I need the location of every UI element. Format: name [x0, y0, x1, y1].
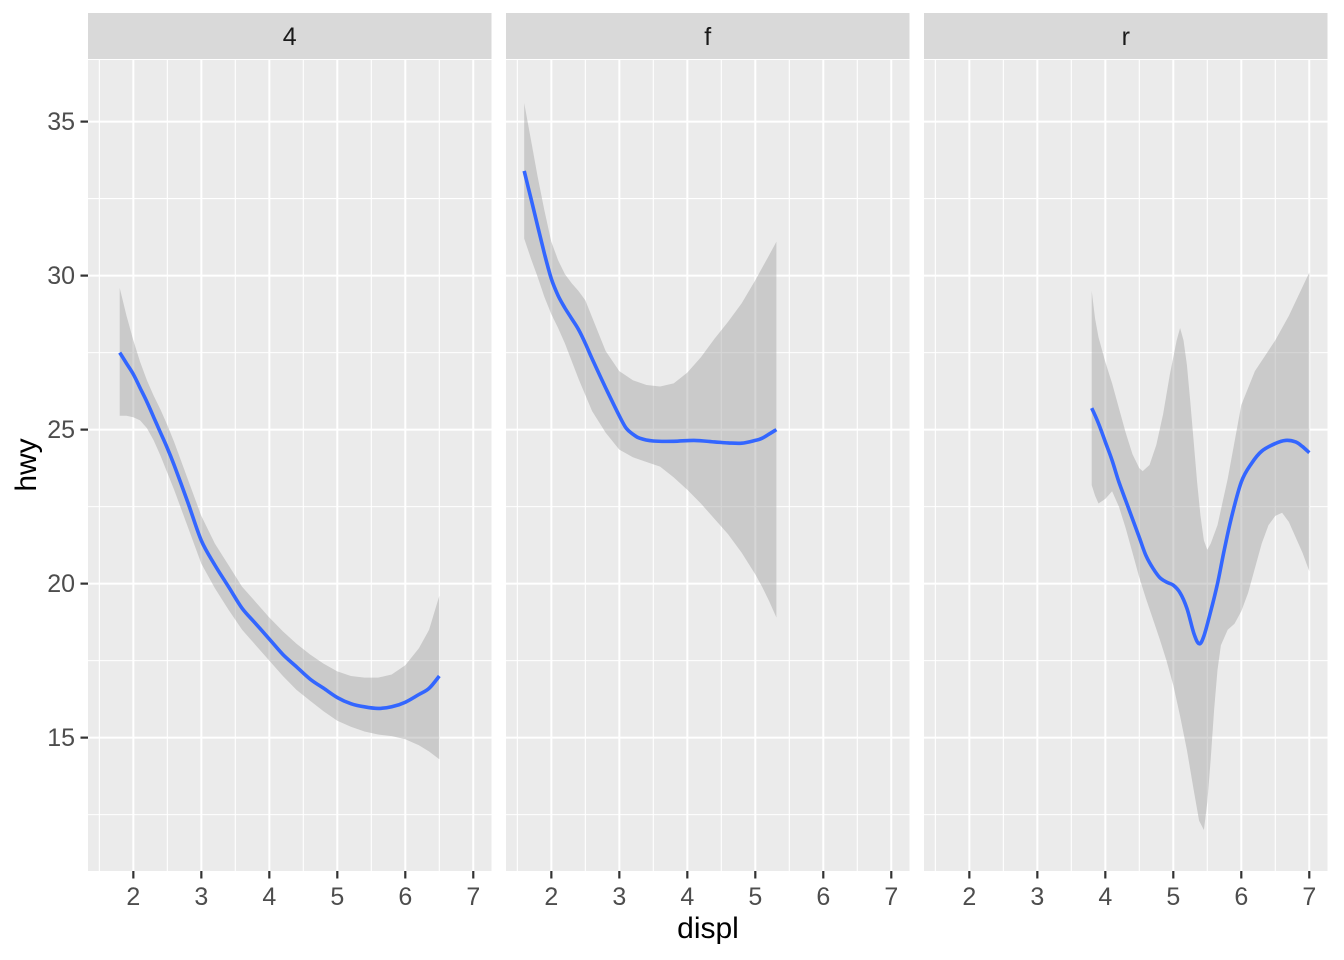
panel-background	[506, 60, 910, 871]
facet-strip	[88, 13, 492, 59]
y-tick-label: 35	[47, 108, 75, 136]
facet-strip-label: f	[704, 23, 711, 51]
x-tick-label: 5	[330, 883, 344, 911]
smooth-line	[118, 351, 441, 711]
facet-strip-label: 4	[283, 23, 297, 51]
panel-gridlines	[924, 60, 1328, 871]
x-tick-label: 2	[544, 883, 558, 911]
y-tick-label: 15	[47, 724, 75, 752]
facet-panel-f: f 2 3 4 5 6 7	[506, 13, 910, 911]
x-tick-label: 6	[1234, 883, 1248, 911]
panel-data-layer	[1090, 272, 1311, 830]
x-tick-label: 4	[262, 883, 276, 911]
panel-background	[88, 60, 492, 871]
smooth-line	[522, 170, 778, 446]
y-axis-title: hwy	[10, 438, 43, 492]
panel-data-layer	[522, 103, 778, 618]
y-tick-label: 20	[47, 570, 75, 598]
smooth-line	[1090, 407, 1311, 646]
confidence-ribbon	[1091, 272, 1310, 830]
panel-gridlines	[88, 60, 492, 871]
confidence-ribbon	[524, 103, 777, 618]
x-tick-label: 4	[680, 883, 694, 911]
x-tick-label: 2	[962, 883, 976, 911]
x-tick-label: 7	[466, 883, 480, 911]
panel-background	[924, 60, 1328, 871]
confidence-ribbon	[119, 287, 440, 760]
y-tick-label: 30	[47, 262, 75, 290]
x-tick-label: 7	[1302, 883, 1316, 911]
x-tick-label: 6	[816, 883, 830, 911]
x-tick-label: 6	[398, 883, 412, 911]
facet-strip	[924, 13, 1328, 59]
facet-strip-label: r	[1122, 23, 1130, 51]
x-tick-label: 5	[748, 883, 762, 911]
facet-strip	[506, 13, 910, 59]
x-tick-label: 3	[612, 883, 626, 911]
y-tick-label: 25	[47, 416, 75, 444]
x-axis-title: displ	[677, 912, 739, 945]
panel-data-layer	[118, 287, 441, 760]
x-tick-label: 3	[194, 883, 208, 911]
x-tick-label: 3	[1030, 883, 1044, 911]
y-axis: 15 20 25 30 35	[47, 108, 88, 752]
x-tick-label: 2	[126, 883, 140, 911]
x-tick-label: 4	[1098, 883, 1112, 911]
x-tick-label: 5	[1166, 883, 1180, 911]
x-tick-label: 7	[884, 883, 898, 911]
facet-panel-r: r 2 3 4 5 6 7	[924, 13, 1328, 911]
panel-gridlines	[506, 60, 910, 871]
facet-panel-4: 4 2 3 4 5 6 7	[88, 13, 492, 911]
